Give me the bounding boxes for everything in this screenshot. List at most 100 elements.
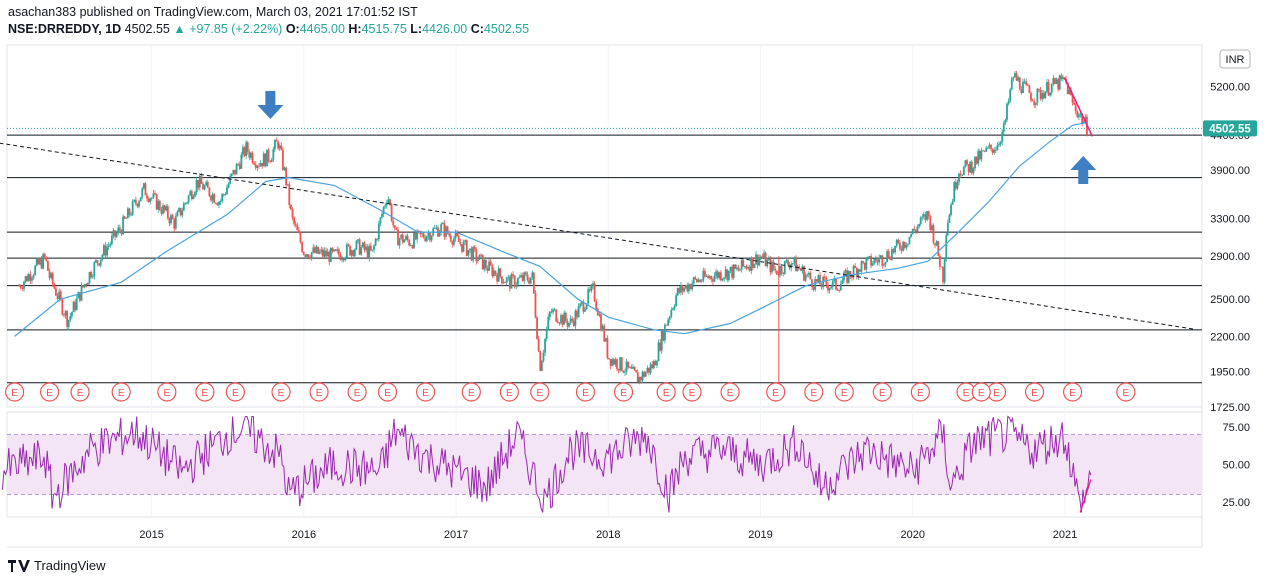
candle-body (79, 292, 81, 301)
earnings-marker[interactable]: E (766, 382, 786, 402)
candle-body (991, 148, 994, 153)
candle-body (737, 267, 740, 271)
candle-body (958, 173, 960, 182)
earnings-circle (656, 382, 676, 402)
candle-body (1023, 81, 1026, 83)
earnings-marker[interactable]: E (872, 382, 892, 402)
earnings-label: E (354, 388, 361, 399)
earnings-marker[interactable]: E (347, 382, 367, 402)
candle-body (707, 275, 709, 278)
candle-body (216, 203, 219, 206)
earnings-marker[interactable]: E (530, 382, 550, 402)
earnings-marker[interactable]: E (111, 382, 131, 402)
candle-body (644, 372, 647, 377)
candle-body (897, 239, 900, 243)
candle-body (945, 234, 948, 259)
earnings-marker[interactable]: E (70, 382, 90, 402)
candle-body (918, 224, 920, 227)
candle-body (449, 235, 452, 242)
earnings-marker[interactable]: E (971, 382, 991, 402)
candle-body (975, 156, 978, 164)
candle-body (200, 175, 203, 184)
currency-badge[interactable]: INR (1219, 49, 1251, 69)
earnings-marker[interactable]: E (1063, 382, 1083, 402)
candle-body (318, 251, 321, 254)
candle-body (251, 152, 254, 163)
candle-body (871, 263, 874, 266)
earnings-marker[interactable]: E (682, 382, 702, 402)
x-tick-label: 2018 (596, 529, 620, 541)
candle-body (929, 216, 932, 231)
chart-header: asachan383 published on TradingView.com,… (8, 4, 529, 38)
candle-body (1042, 93, 1045, 99)
candle-body (294, 223, 297, 226)
candle-body (740, 260, 743, 270)
earnings-circle (347, 382, 367, 402)
candle-body (496, 274, 499, 282)
candle-body (363, 242, 366, 250)
earnings-marker[interactable]: E (1116, 382, 1136, 402)
candle-body (970, 161, 973, 174)
candle-body (35, 259, 38, 266)
candle-body (774, 268, 777, 271)
earnings-marker[interactable]: E (834, 382, 854, 402)
candle-body (240, 154, 243, 169)
candle-body (357, 239, 359, 241)
earnings-marker[interactable]: E (1024, 382, 1045, 402)
candle-body (643, 371, 646, 377)
earnings-marker[interactable]: E (309, 382, 329, 402)
candle-body (633, 366, 636, 371)
price-pane[interactable] (6, 44, 1203, 408)
candle-body (320, 249, 323, 252)
earnings-marker[interactable]: E (656, 382, 676, 402)
candle-body (942, 266, 944, 283)
candle-body (711, 279, 714, 282)
candle-body (29, 274, 32, 281)
earnings-label: E (879, 388, 886, 399)
candle-body (847, 271, 850, 283)
candle-body (416, 230, 419, 240)
earnings-marker[interactable]: E (40, 382, 60, 402)
candle-body (453, 238, 455, 245)
candle-body (397, 229, 399, 246)
earnings-marker[interactable]: E (910, 382, 930, 402)
candle-body (665, 324, 668, 326)
candle-body (369, 245, 372, 251)
candle-body (756, 254, 759, 266)
candle-body (841, 280, 844, 284)
earnings-marker[interactable]: E (157, 382, 177, 402)
earnings-circle (575, 382, 596, 402)
candle-body (489, 261, 492, 266)
candle-body (873, 258, 876, 264)
earnings-marker[interactable]: E (271, 382, 291, 402)
earnings-marker[interactable]: E (461, 382, 481, 402)
earnings-marker[interactable]: E (499, 382, 519, 402)
candle-body (1026, 84, 1029, 86)
earnings-circle (461, 382, 481, 402)
earnings-marker[interactable]: E (225, 382, 245, 402)
candle-body (1001, 131, 1004, 142)
candle-body (903, 241, 906, 248)
candle-body (203, 185, 206, 190)
earnings-label: E (978, 388, 985, 399)
earnings-marker[interactable]: E (575, 382, 596, 402)
candle-body (133, 199, 136, 202)
earnings-label: E (620, 388, 627, 399)
footer[interactable]: TradingView (8, 558, 106, 573)
earnings-marker[interactable]: E (5, 382, 25, 402)
earnings-marker[interactable]: E (416, 382, 436, 402)
earnings-marker[interactable]: E (195, 382, 215, 402)
candle-body (227, 183, 230, 188)
candle-body (189, 191, 192, 196)
earnings-marker[interactable]: E (804, 382, 824, 402)
earnings-marker[interactable]: E (613, 382, 634, 402)
candle-body (456, 232, 459, 236)
earnings-marker[interactable]: E (377, 382, 398, 402)
rsi-axis-labels: 25.00 50.00 75.00 (1222, 422, 1250, 509)
candle-body (414, 232, 417, 240)
earnings-marker[interactable]: E (720, 382, 740, 402)
earnings-markers[interactable]: E E E E E E E E E E E E E E E E E E E E E E E E E E E E E EE (5, 382, 1136, 402)
candle-body (34, 265, 37, 276)
candle-body (526, 274, 529, 281)
price-axis-labels: 1725.00 1950.00 2200.00 2500.00 2900.00 3300.… (1210, 82, 1250, 414)
